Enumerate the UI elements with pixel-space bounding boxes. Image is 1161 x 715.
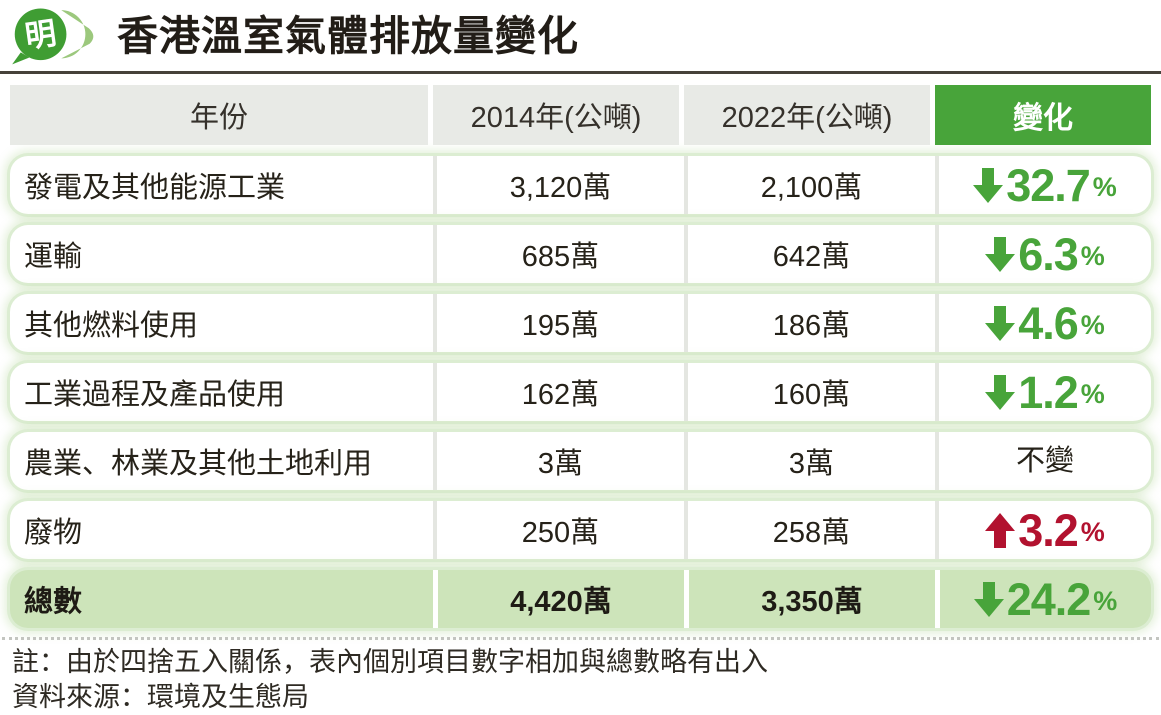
row-label: 廢物: [24, 517, 83, 549]
rounding-note: 註：由於四捨五入關係，表內個別項目數字相加與總數略有出入: [12, 647, 768, 677]
masthead: 明 香港溫室氣體排放量變化: [0, 0, 1161, 67]
down-arrow-icon: [985, 374, 1016, 410]
table-row: 發電及其他能源工業 3,120萬 2,100萬 32.7 %: [10, 156, 1151, 214]
change-value: 6.3: [1018, 228, 1079, 280]
change-cell: 3.2 %: [935, 501, 1151, 559]
percent-sign: %: [1092, 171, 1117, 202]
row-label: 工業過程及產品使用: [24, 379, 286, 411]
column-header-2014: 2014年(公噸): [433, 85, 684, 145]
value-2014: 162萬: [433, 363, 684, 421]
value-2022: 3萬: [684, 432, 935, 490]
change-value: 3.2: [1018, 504, 1079, 556]
row-label: 運輸: [24, 241, 83, 273]
up-arrow-icon: [985, 513, 1015, 548]
down-arrow-icon: [985, 236, 1016, 272]
total-change-value: 24.2: [1006, 573, 1092, 625]
column-header-change: 變化: [935, 85, 1151, 145]
change-cell: 1.2 %: [935, 363, 1151, 421]
total-label: 總數: [24, 586, 83, 618]
mingpao-logo-icon: 明: [12, 8, 94, 65]
change-cell: 32.7 %: [935, 156, 1151, 214]
percent-sign: %: [1080, 240, 1105, 271]
total-change-cell: 24.2 %: [935, 570, 1151, 628]
change-value: 4.6: [1018, 297, 1079, 349]
table-row: 廢物 250萬 258萬 3.2 %: [10, 501, 1151, 559]
table-body: 發電及其他能源工業 3,120萬 2,100萬 32.7 % 運輸 685萬 6…: [10, 156, 1151, 559]
value-2014: 3,120萬: [433, 156, 684, 214]
table-row: 農業、林業及其他土地利用 3萬 3萬 不變: [10, 432, 1151, 490]
value-2014: 3萬: [433, 432, 684, 490]
logo-char: 明: [23, 15, 59, 54]
percent-sign: %: [1093, 585, 1118, 616]
down-arrow-icon: [985, 305, 1016, 341]
footnotes: 註：由於四捨五入關係，表內個別項目數字相加與總數略有出入 資料來源：環境及生態局: [12, 646, 1161, 714]
value-2022: 186萬: [684, 294, 935, 352]
change-value: 不變: [1015, 444, 1074, 477]
total-2022-value: 3,350萬: [684, 570, 935, 628]
emissions-table: 年份 2014年(公噸) 2022年(公噸) 變化 發電及其他能源工業 3,12…: [10, 85, 1151, 628]
change-value: 32.7: [1006, 159, 1091, 211]
row-label: 發電及其他能源工業: [24, 172, 286, 204]
total-row: 總數 4,420萬 3,350萬 24.2 %: [10, 570, 1151, 628]
percent-sign: %: [1080, 309, 1105, 340]
table-row: 運輸 685萬 642萬 6.3 %: [10, 225, 1151, 283]
down-arrow-icon: [973, 581, 1004, 617]
change-value: 1.2: [1018, 366, 1079, 418]
row-label: 其他燃料使用: [24, 310, 199, 342]
value-2014: 685萬: [433, 225, 684, 283]
total-2014-value: 4,420萬: [433, 570, 684, 628]
change-cell: 不變: [935, 432, 1151, 490]
data-source: 資料來源：環境及生態局: [12, 681, 309, 712]
percent-sign: %: [1080, 378, 1105, 409]
value-2022: 160萬: [684, 363, 935, 421]
column-header-2022: 2022年(公噸): [684, 85, 935, 145]
title-rule: [0, 71, 1161, 74]
value-2022: 642萬: [684, 225, 935, 283]
table-row: 工業過程及產品使用 162萬 160萬 1.2 %: [10, 363, 1151, 421]
column-header-year: 年份: [10, 85, 433, 145]
dotted-divider: [2, 637, 1159, 640]
page-title: 香港溫室氣體排放量變化: [117, 13, 579, 59]
row-label: 農業、林業及其他土地利用: [24, 448, 373, 480]
table-header-row: 年份 2014年(公噸) 2022年(公噸) 變化: [10, 85, 1151, 145]
value-2022: 258萬: [684, 501, 935, 559]
value-2014: 195萬: [433, 294, 684, 352]
down-arrow-icon: [973, 167, 1004, 203]
table-row: 其他燃料使用 195萬 186萬 4.6 %: [10, 294, 1151, 352]
change-cell: 4.6 %: [935, 294, 1151, 352]
value-2014: 250萬: [433, 501, 684, 559]
change-cell: 6.3 %: [935, 225, 1151, 283]
percent-sign: %: [1080, 516, 1105, 547]
value-2022: 2,100萬: [684, 156, 935, 214]
